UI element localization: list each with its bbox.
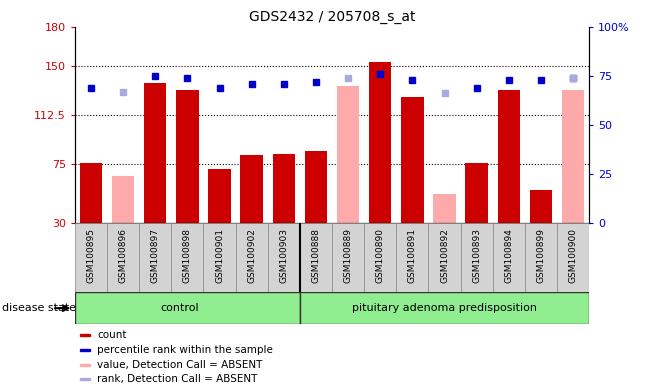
Text: GSM100895: GSM100895	[87, 228, 96, 283]
Bar	[273, 154, 295, 223]
Bar	[81, 379, 90, 380]
Text: GSM100889: GSM100889	[344, 228, 353, 283]
Bar	[428, 223, 461, 292]
Bar	[268, 223, 300, 292]
Bar	[332, 223, 364, 292]
Text: percentile rank within the sample: percentile rank within the sample	[97, 345, 273, 355]
Bar	[139, 223, 171, 292]
Bar	[300, 292, 589, 324]
Text: pituitary adenoma predisposition: pituitary adenoma predisposition	[352, 303, 537, 313]
Bar	[203, 223, 236, 292]
Text: GSM100893: GSM100893	[472, 228, 481, 283]
Bar	[112, 176, 134, 223]
Text: GSM100899: GSM100899	[536, 228, 546, 283]
Bar	[369, 62, 391, 223]
Text: GSM100892: GSM100892	[440, 228, 449, 283]
Bar	[434, 194, 456, 223]
Bar	[497, 89, 520, 223]
Bar	[305, 151, 327, 223]
Bar	[144, 83, 167, 223]
Text: GSM100898: GSM100898	[183, 228, 192, 283]
Bar	[337, 86, 359, 223]
Text: GSM100902: GSM100902	[247, 228, 256, 283]
Bar	[557, 223, 589, 292]
Bar	[107, 223, 139, 292]
Bar	[461, 223, 493, 292]
Bar	[562, 89, 585, 223]
Text: count: count	[97, 330, 126, 340]
Bar	[465, 163, 488, 223]
Bar	[171, 223, 203, 292]
Bar	[364, 223, 396, 292]
Bar	[176, 89, 199, 223]
Text: GSM100901: GSM100901	[215, 228, 224, 283]
Bar	[525, 223, 557, 292]
Bar	[240, 155, 263, 223]
Bar	[81, 334, 90, 336]
Bar	[300, 223, 332, 292]
Text: GSM100903: GSM100903	[279, 228, 288, 283]
Bar	[75, 223, 107, 292]
Bar	[396, 223, 428, 292]
Text: GSM100891: GSM100891	[408, 228, 417, 283]
Text: GSM100896: GSM100896	[118, 228, 128, 283]
Text: control: control	[160, 303, 199, 313]
Text: GSM100890: GSM100890	[376, 228, 385, 283]
Text: value, Detection Call = ABSENT: value, Detection Call = ABSENT	[97, 360, 262, 370]
Text: rank, Detection Call = ABSENT: rank, Detection Call = ABSENT	[97, 374, 257, 384]
Bar	[75, 292, 300, 324]
Bar	[81, 349, 90, 351]
Bar	[401, 98, 424, 223]
Bar	[236, 223, 268, 292]
Text: disease state: disease state	[2, 303, 76, 313]
Text: GSM100894: GSM100894	[505, 228, 513, 283]
Text: GSM100897: GSM100897	[151, 228, 159, 283]
Bar	[530, 190, 552, 223]
Text: GSM100888: GSM100888	[311, 228, 320, 283]
Bar	[208, 169, 230, 223]
Bar	[79, 163, 102, 223]
Bar	[493, 223, 525, 292]
Bar	[81, 364, 90, 366]
Title: GDS2432 / 205708_s_at: GDS2432 / 205708_s_at	[249, 10, 415, 25]
Text: GSM100900: GSM100900	[568, 228, 577, 283]
